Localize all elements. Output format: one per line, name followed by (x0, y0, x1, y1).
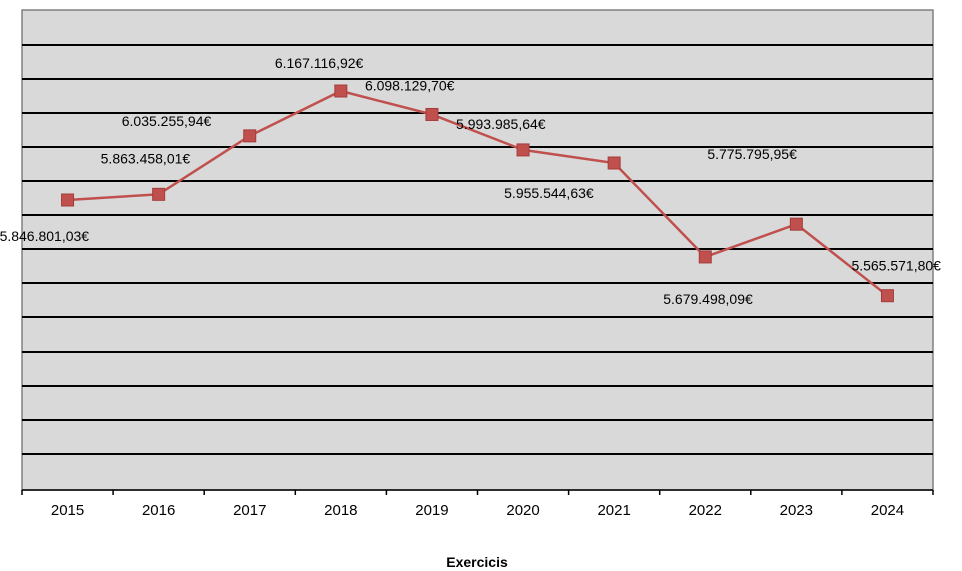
x-tick-label-2019: 2019 (415, 502, 448, 519)
data-label-2018: 6.167.116,92€ (275, 55, 364, 71)
data-point-2021 (607, 156, 621, 170)
x-tick-label-2024: 2024 (871, 502, 904, 519)
x-tick-label-2016: 2016 (142, 502, 175, 519)
data-label-2019: 6.098.129,70€ (365, 77, 455, 93)
data-point-2016 (152, 187, 166, 201)
data-label-2017: 6.035.255,94€ (122, 113, 212, 129)
data-point-2024 (880, 289, 894, 303)
data-point-2019 (425, 107, 439, 121)
data-label-2024: 5.565.571,80€ (851, 258, 941, 274)
data-point-2020 (516, 143, 530, 157)
data-point-2018 (334, 84, 348, 98)
data-point-2017 (243, 129, 257, 143)
x-tick-label-2017: 2017 (233, 502, 266, 519)
x-tick-label-2018: 2018 (324, 502, 357, 519)
series-line (67, 89, 889, 297)
data-label-2021: 5.955.544,63€ (504, 185, 594, 201)
data-label-2020: 5.993.985,64€ (456, 116, 546, 132)
data-label-2015: 5.846.801,03€ (0, 228, 89, 244)
x-axis-title: Exercicis (446, 554, 508, 570)
x-tick-label-2022: 2022 (689, 502, 722, 519)
data-point-2022 (698, 250, 712, 264)
x-tick-label-2020: 2020 (506, 502, 539, 519)
data-label-2023: 5.775.795,95€ (707, 146, 797, 162)
data-point-2023 (789, 217, 803, 231)
data-point-2015 (61, 193, 75, 207)
data-label-2022: 5.679.498,09€ (663, 291, 753, 307)
data-label-2016: 5.863.458,01€ (101, 150, 191, 166)
x-tick-label-2021: 2021 (597, 502, 630, 519)
x-tick-label-2015: 2015 (51, 502, 84, 519)
x-tick-label-2023: 2023 (780, 502, 813, 519)
